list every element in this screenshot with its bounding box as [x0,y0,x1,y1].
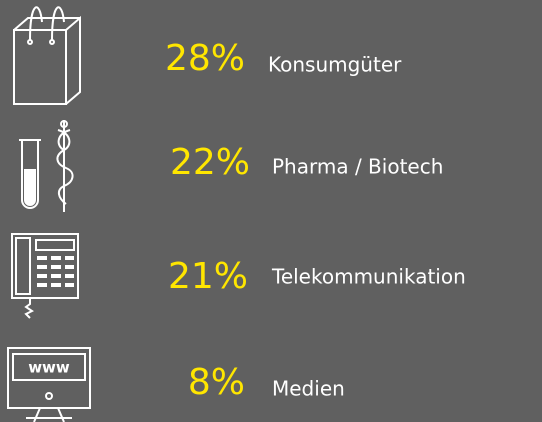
label: Telekommunikation [271,265,466,289]
percent: 8% [188,362,245,403]
phone-icon [11,233,79,319]
label: Pharma / Biotech [272,155,443,179]
monitor-text: www [28,359,70,377]
monitor-icon [7,347,91,422]
percent: 21% [168,256,248,297]
percent: 28% [165,38,245,79]
pharma-icon [19,120,74,212]
label: Medien [272,377,345,401]
bag-icon [13,6,81,105]
label: Konsumgüter [268,53,402,77]
percent: 22% [170,142,250,183]
